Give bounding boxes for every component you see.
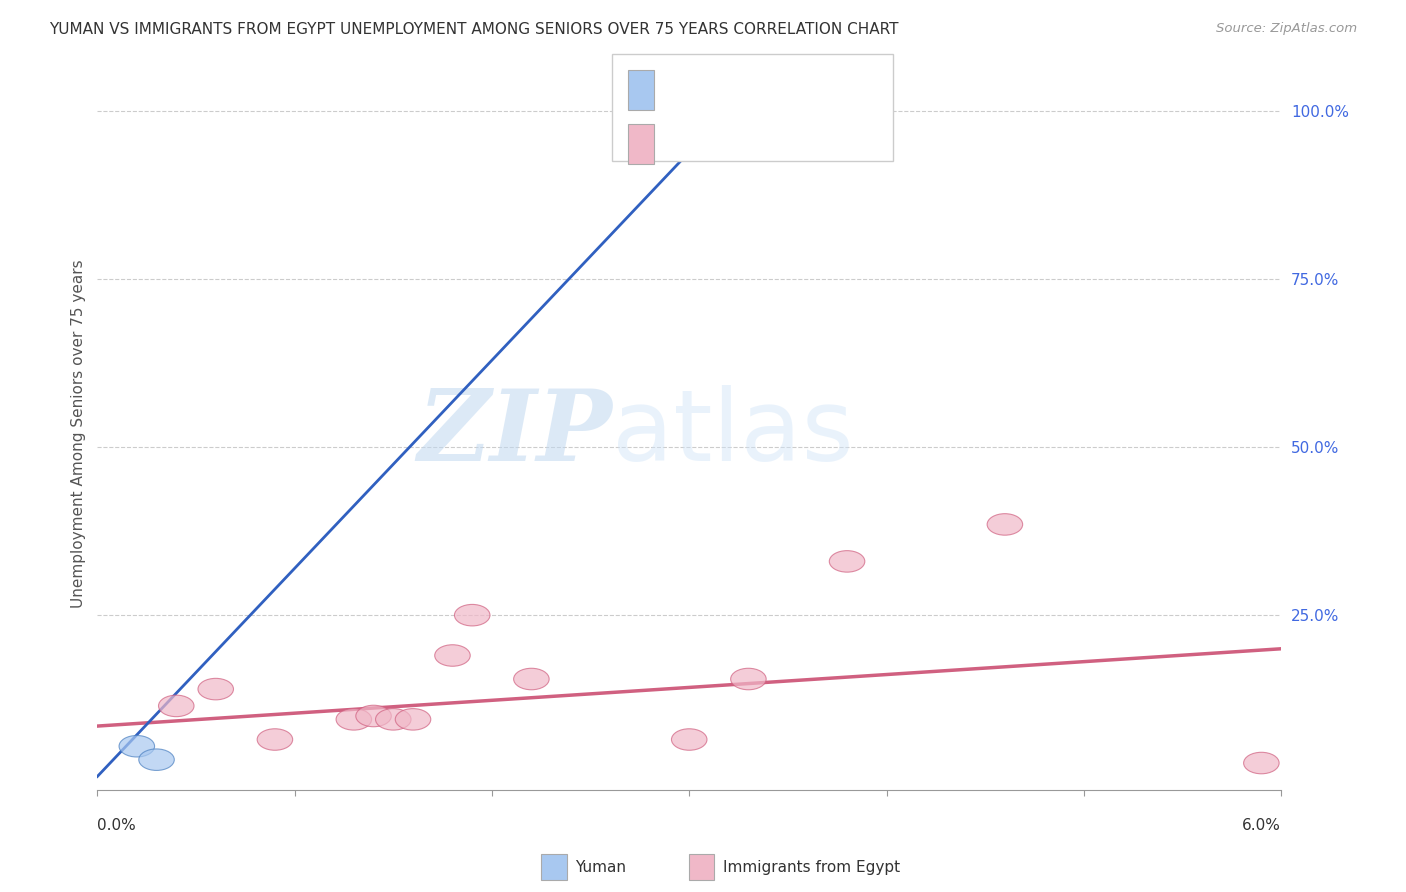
Text: 0.966: 0.966	[700, 86, 752, 103]
Text: YUMAN VS IMMIGRANTS FROM EGYPT UNEMPLOYMENT AMONG SENIORS OVER 75 YEARS CORRELAT: YUMAN VS IMMIGRANTS FROM EGYPT UNEMPLOYM…	[49, 22, 898, 37]
Ellipse shape	[139, 749, 174, 771]
Ellipse shape	[356, 706, 391, 727]
Text: atlas: atlas	[612, 385, 853, 483]
Ellipse shape	[395, 708, 430, 731]
Ellipse shape	[434, 645, 470, 666]
Ellipse shape	[159, 695, 194, 716]
Text: 0.213: 0.213	[700, 139, 752, 157]
Ellipse shape	[1244, 752, 1279, 773]
Text: Yuman: Yuman	[575, 860, 626, 874]
Text: ZIP: ZIP	[418, 385, 612, 482]
Ellipse shape	[987, 514, 1022, 535]
Ellipse shape	[692, 120, 727, 142]
Ellipse shape	[336, 708, 371, 731]
Ellipse shape	[830, 550, 865, 572]
Text: 6.0%: 6.0%	[1243, 819, 1281, 833]
Text: 0.0%: 0.0%	[97, 819, 136, 833]
Ellipse shape	[513, 668, 550, 690]
Ellipse shape	[672, 729, 707, 750]
Text: R =: R =	[665, 86, 702, 103]
Text: Immigrants from Egypt: Immigrants from Egypt	[723, 860, 900, 874]
Text: N =: N =	[769, 86, 806, 103]
Ellipse shape	[120, 736, 155, 757]
Text: N =: N =	[769, 139, 806, 157]
Text: R =: R =	[665, 139, 702, 157]
Y-axis label: Unemployment Among Seniors over 75 years: Unemployment Among Seniors over 75 years	[72, 260, 86, 608]
Ellipse shape	[375, 708, 411, 731]
Ellipse shape	[454, 605, 489, 626]
Text: 3: 3	[804, 86, 821, 103]
Ellipse shape	[257, 729, 292, 750]
Text: Source: ZipAtlas.com: Source: ZipAtlas.com	[1216, 22, 1357, 36]
Ellipse shape	[731, 668, 766, 690]
Ellipse shape	[198, 678, 233, 700]
Text: 15: 15	[804, 139, 827, 157]
